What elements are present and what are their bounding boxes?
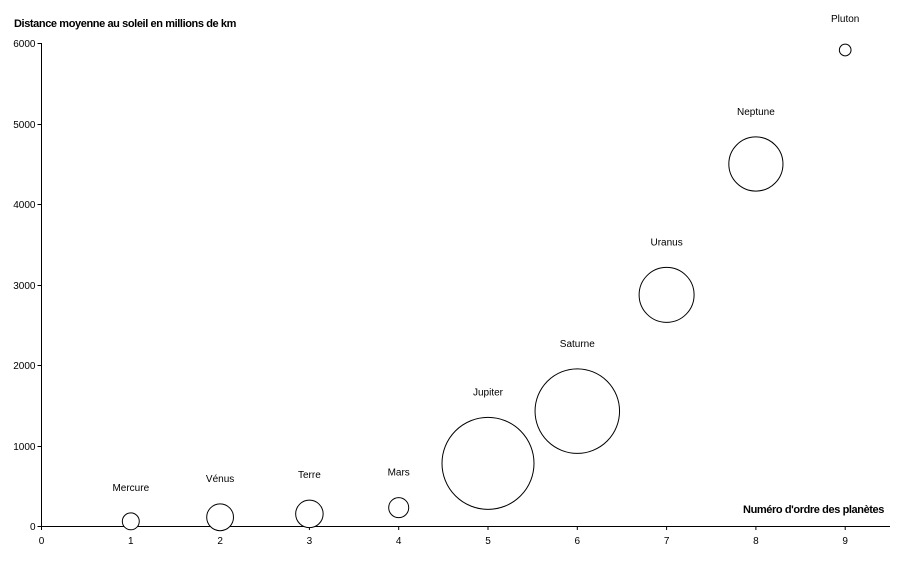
- point-label: Uranus: [650, 237, 682, 248]
- y-tick-label: 1000: [13, 442, 36, 453]
- point-label: Jupiter: [473, 387, 504, 398]
- x-tick-label: 3: [307, 536, 313, 547]
- bubble-terre: [295, 499, 324, 529]
- bubble-mercure: [121, 512, 140, 531]
- bubble-jupiter: [441, 416, 535, 510]
- point-label: Mercure: [112, 483, 149, 494]
- point-label: Pluton: [831, 14, 859, 25]
- point-label: Saturne: [560, 339, 595, 350]
- x-tick-label: 6: [575, 536, 581, 547]
- x-tick-label: 8: [753, 536, 759, 547]
- bubble-vénus: [206, 503, 234, 532]
- x-axis-label: Numéro d'ordre des planètes: [743, 504, 884, 516]
- x-tick-label: 7: [664, 536, 670, 547]
- y-axis-label: Distance moyenne au soleil en millions d…: [14, 18, 237, 30]
- y-ticks: 0 1000 2000 3000 4000 5000 6000: [13, 39, 42, 533]
- y-tick-label: 6000: [13, 39, 36, 50]
- point-label: Mars: [388, 468, 410, 479]
- y-tick-label: 5000: [13, 120, 36, 131]
- bubble-saturne: [534, 368, 621, 454]
- x-tick-label: 2: [217, 536, 223, 547]
- bubble-neptune: [728, 136, 784, 192]
- bubble-pluton: [838, 43, 852, 57]
- bubble-uranus: [638, 266, 695, 323]
- x-tick-label: 0: [39, 536, 45, 547]
- bubble-mars: [388, 497, 410, 519]
- y-tick-label: 2000: [13, 361, 36, 372]
- point-label: Terre: [298, 470, 321, 481]
- y-tick-label: 0: [30, 522, 36, 533]
- x-tick-label: 1: [128, 536, 134, 547]
- y-tick-label: 3000: [13, 281, 36, 292]
- point-label: Neptune: [737, 107, 775, 118]
- bubbles: [121, 43, 852, 532]
- x-ticks: 0 1 2 3 4 5 6 7 8 9: [39, 526, 848, 547]
- x-tick-label: 4: [396, 536, 402, 547]
- point-label: Vénus: [206, 474, 234, 485]
- y-tick-label: 4000: [13, 200, 36, 211]
- point-labels: Mercure Vénus Terre Mars Jupiter Saturne Uranu…: [112, 14, 859, 494]
- x-tick-label: 9: [842, 536, 848, 547]
- x-tick-label: 5: [485, 536, 491, 547]
